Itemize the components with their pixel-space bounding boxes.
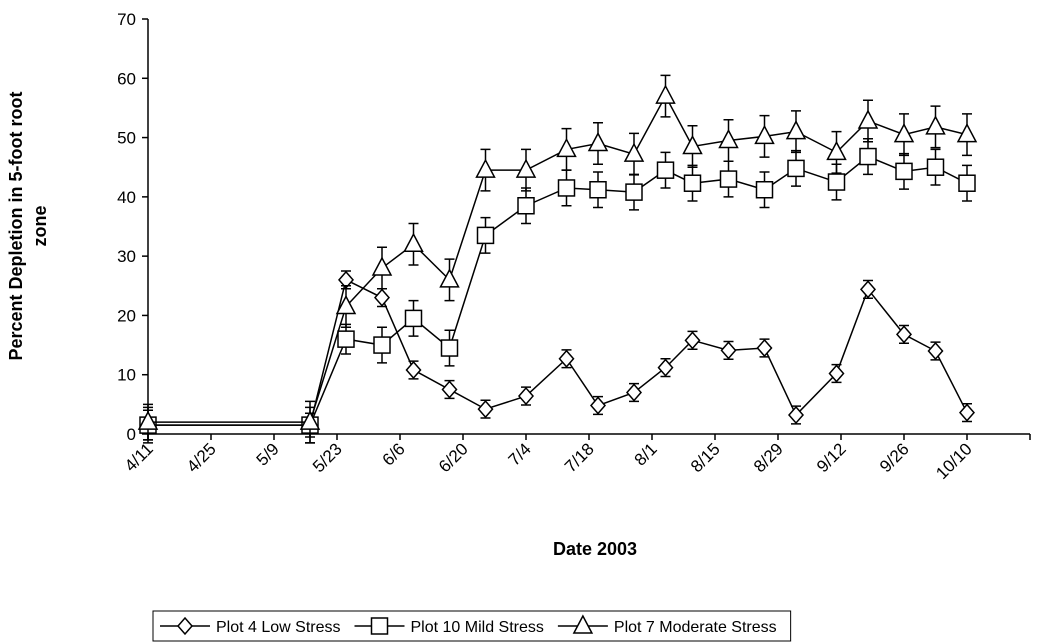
marker [403,232,424,253]
y-tick-label: 20 [117,306,136,325]
x-tick-label: 6/20 [435,439,472,476]
marker [956,123,978,143]
x-tick-label: 4/11 [121,439,157,475]
y-tick-label: 60 [117,69,136,88]
marker [926,158,945,176]
x-tick-label: 9/12 [813,439,850,476]
marker [477,399,494,419]
marker [299,410,321,430]
marker [587,131,609,152]
marker [589,180,607,199]
marker [959,403,975,422]
marker [657,358,674,377]
marker [927,341,944,361]
marker [925,115,946,135]
marker [515,158,537,178]
marker [373,336,391,354]
x-tick-label: 5/23 [309,439,346,476]
marker [958,174,976,192]
marker [896,325,912,344]
y-tick-label: 10 [117,366,136,385]
marker [684,331,701,350]
marker [558,349,575,368]
marker [828,364,845,383]
y-tick-label: 30 [117,247,136,266]
series-line [148,155,968,426]
legend-label: Plot 4 Low Stress [216,619,341,636]
legend-label: Plot 7 Moderate Stress [614,619,777,636]
marker [439,268,460,288]
marker [476,226,495,245]
marker [682,134,703,155]
marker [756,338,773,358]
marker [893,123,915,143]
x-tick-label: 6/6 [379,439,409,469]
x-tick-label: 8/29 [750,439,787,476]
marker [656,161,675,179]
y-tick-label: 0 [127,425,136,444]
x-tick-label: 5/9 [253,439,283,469]
marker [788,405,804,425]
marker [718,128,739,149]
y-tick-label: 40 [117,188,136,207]
marker [827,173,846,191]
marker [755,180,774,199]
marker [655,84,676,104]
marker [683,174,702,192]
marker [857,109,879,129]
marker [625,183,643,201]
x-tick-label: 9/26 [876,439,913,476]
marker [441,380,458,399]
legend-box [152,610,792,642]
marker [404,309,423,328]
series-line [148,278,968,426]
marker [137,410,159,430]
y-tick-label: 70 [117,10,136,29]
x-tick-label: 8/15 [687,439,724,476]
marker [405,360,422,380]
marker [626,383,642,402]
marker [572,614,594,634]
marker [719,170,738,188]
marker [754,124,775,145]
marker [177,616,193,636]
marker [374,288,390,307]
marker [475,158,496,178]
x-tick-label: 8/1 [631,439,661,469]
marker [590,396,606,415]
marker [518,386,534,406]
marker [337,330,355,348]
marker [371,256,393,276]
x-tick-label: 4/25 [183,439,220,476]
marker [370,617,389,635]
marker [623,142,645,162]
marker [895,162,913,181]
marker [556,137,577,158]
y-tick-label: 50 [117,129,136,148]
legend-label: Plot 10 Mild Stress [411,619,544,636]
marker [860,280,876,299]
x-tick-label: 7/4 [505,439,535,469]
marker [720,341,737,360]
marker [440,339,459,357]
marker [787,159,805,178]
x-tick-label: 7/18 [561,439,598,476]
x-tick-label: 10/10 [932,439,976,483]
y-axis-label: zone [30,205,50,246]
marker [517,197,535,215]
marker [335,294,357,315]
marker [859,147,877,166]
marker [826,140,847,161]
y-axis-label: Percent Depletion in 5-foot root [6,91,26,360]
x-axis-label: Date 2003 [553,539,637,559]
marker [785,120,807,140]
marker [557,179,576,197]
legend: Plot 4 Low Stress Plot 10 Mild Stress Plot… [152,610,792,642]
